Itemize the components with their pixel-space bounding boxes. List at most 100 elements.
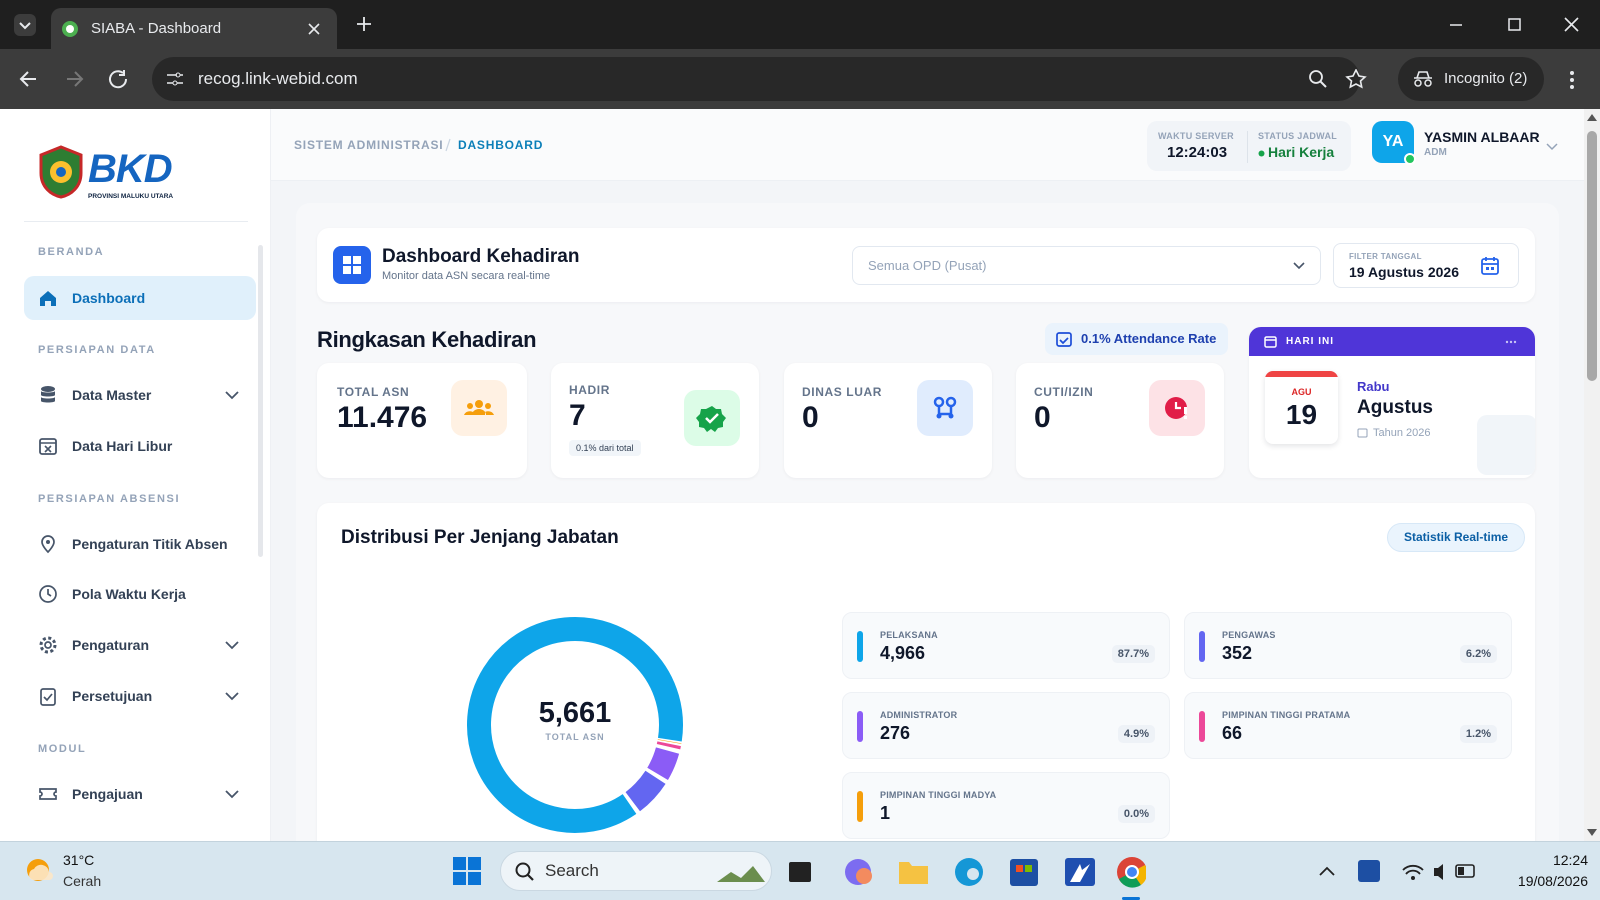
tab-close[interactable]	[307, 22, 321, 36]
nav-item[interactable]: Pengaturan	[24, 623, 256, 667]
tab-title: SIABA - Dashboard	[91, 20, 222, 37]
incognito-icon	[1414, 71, 1432, 87]
legend-name: PIMPINAN TINGGI MADYA	[880, 790, 997, 800]
nav-label: Data Master	[72, 387, 152, 403]
weather: Cerah	[63, 873, 102, 889]
system-tray[interactable]	[1316, 858, 1476, 884]
server-time-label: WAKTU SERVER	[1158, 131, 1234, 141]
year: Tahun 2026	[1373, 427, 1431, 439]
date-filter-value: 19 Agustus 2026	[1349, 264, 1459, 280]
route-icon	[933, 396, 957, 419]
site-info-icon	[167, 72, 183, 86]
legend-item: ADMINISTRATOR 276 4.9%	[842, 692, 1170, 759]
profile-button[interactable]: Incognito (2)	[1398, 57, 1544, 101]
search-highlight	[717, 866, 765, 882]
address-actions[interactable]	[1308, 69, 1368, 89]
legend-item: PENGAWAS 352 6.2%	[1184, 612, 1512, 679]
server-time: 12:24:03	[1167, 144, 1228, 161]
date-filter-label: FILTER TANGGAL	[1349, 252, 1422, 261]
date-filter[interactable]: FILTER TANGGAL 19 Agustus 2026	[1333, 243, 1519, 288]
favicon	[62, 21, 78, 37]
user-menu-chevron[interactable]	[1546, 141, 1558, 151]
day: 19	[1285, 399, 1318, 430]
legend-swatch	[1199, 711, 1205, 742]
breadcrumb-item[interactable]: SISTEM ADMINISTRASI	[294, 138, 444, 152]
taskbar: 31°C Cerah Search 12:24 19/08/2026	[0, 841, 1600, 900]
tab-list-button[interactable]	[14, 14, 36, 36]
browser-menu[interactable]	[1568, 70, 1576, 90]
summary-title: Ringkasan Kehadiran	[317, 327, 537, 352]
taskbar-apps[interactable]	[786, 852, 1146, 892]
stat-card: DINAS LUAR 0	[784, 363, 992, 478]
stat-value: 7	[569, 399, 586, 432]
start-button[interactable]	[452, 856, 482, 886]
address-bar[interactable]: recog.link-webid.com	[152, 57, 1367, 101]
breadcrumb-separator	[445, 138, 451, 152]
sidebar: BKD PROVINSI MALUKU UTARA BERANDA Dashbo…	[0, 109, 271, 841]
page-scrollbar	[1584, 109, 1600, 841]
attendance-rate-badge: 0.1% Attendance Rate	[1045, 323, 1229, 355]
legend-percent: 87.7%	[1111, 645, 1155, 663]
scroll-up[interactable]	[1587, 113, 1597, 121]
chevron	[225, 391, 239, 400]
clock-icon	[39, 585, 57, 603]
legend-swatch	[857, 711, 863, 742]
nav-item[interactable]: Persetujuan	[24, 674, 256, 718]
more-icon[interactable]	[1505, 340, 1517, 344]
active-tab[interactable]: SIABA - Dashboard	[51, 8, 337, 49]
status-box: WAKTU SERVER 12:24:03 STATUS JADWAL Hari…	[1147, 121, 1351, 171]
nav-label: Pengajuan	[72, 786, 143, 802]
user-name[interactable]: YASMIN ALBAAR	[1424, 129, 1540, 145]
divider	[24, 221, 248, 222]
stat-icon	[451, 380, 507, 436]
nav-label: Pengaturan	[72, 637, 150, 653]
top-header: SISTEM ADMINISTRASI DASHBOARD WAKTU SERV…	[271, 109, 1584, 181]
chevron	[225, 692, 239, 701]
new-tab[interactable]	[356, 16, 372, 32]
schedule-status: Hari Kerja	[1268, 144, 1335, 160]
scroll-thumb[interactable]	[1587, 131, 1597, 381]
chevron	[225, 641, 239, 650]
online-dot	[1404, 153, 1416, 165]
nav-label: Dashboard	[72, 290, 146, 306]
donut-segment	[467, 617, 683, 833]
nav-item[interactable]: Data Hari Libur	[24, 424, 256, 468]
date-tile: AGU 19	[1265, 371, 1338, 444]
stat-label: TOTAL ASN	[337, 385, 410, 399]
nav-label: Data Hari Libur	[72, 438, 173, 454]
legend-name: PENGAWAS	[1222, 630, 1276, 640]
stat-card: HADIR 7 0.1% dari total	[551, 363, 759, 478]
window-controls[interactable]	[1448, 16, 1588, 34]
opd-select[interactable]: Semua OPD (Pusat)	[852, 246, 1321, 285]
nav-label: Pengaturan Titik Absen	[72, 536, 228, 552]
nav-item[interactable]: Pengaturan Titik Absen	[24, 522, 256, 566]
stat-label: HADIR	[569, 383, 610, 397]
taskbar-search[interactable]: Search	[500, 851, 772, 891]
donut-total-label: TOTAL ASN	[545, 732, 605, 742]
dashboard-title: Dashboard Kehadiran	[382, 246, 580, 267]
nav-item[interactable]: Data Master	[24, 373, 256, 417]
stat-card: CUTI/IZIN 0	[1016, 363, 1224, 478]
donut-chart	[467, 617, 683, 833]
legend-swatch	[857, 631, 863, 662]
watermark-calendar	[1477, 415, 1535, 475]
legend-percent: 6.2%	[1459, 645, 1497, 663]
month: Agustus	[1357, 397, 1433, 418]
stat-icon	[1149, 380, 1205, 436]
nav-item[interactable]: Dashboard	[24, 276, 256, 320]
nav-item[interactable]: Pola Waktu Kerja	[24, 572, 256, 616]
legend-swatch	[857, 791, 863, 822]
stat-value: 0	[802, 401, 819, 434]
schedule-label: STATUS JADWAL	[1258, 131, 1338, 141]
attendance-rate: 0.1% Attendance Rate	[1081, 331, 1217, 346]
chevron	[225, 790, 239, 799]
ticket-icon	[39, 788, 57, 800]
legend-item: PIMPINAN TINGGI PRATAMA 66 1.2%	[1184, 692, 1512, 759]
scroll-down[interactable]	[1587, 829, 1597, 837]
user-role: ADM	[1424, 147, 1447, 158]
distribution-title: Distribusi Per Jenjang Jabatan	[341, 527, 619, 548]
clipboard-icon	[40, 688, 56, 706]
nav-item[interactable]: Pengajuan	[24, 772, 256, 816]
nav-buttons[interactable]	[18, 68, 128, 90]
